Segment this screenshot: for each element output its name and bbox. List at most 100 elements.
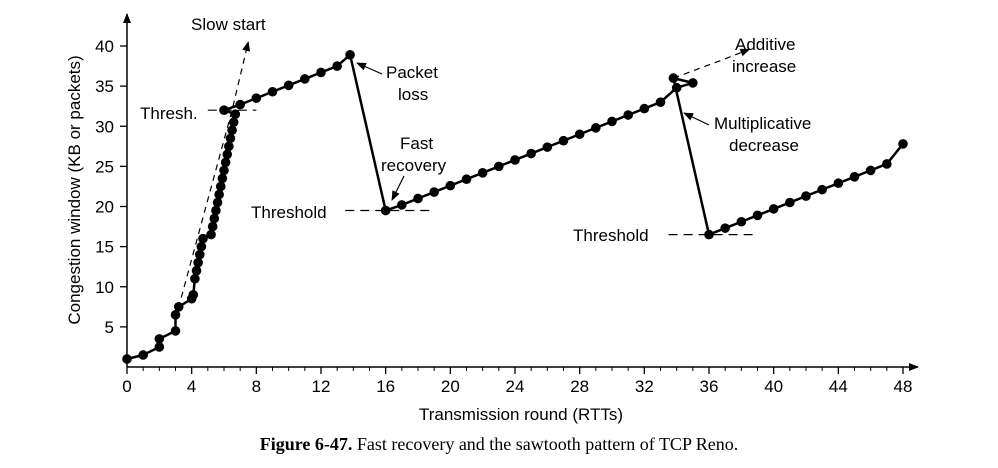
y-tick-label: 25: [95, 157, 114, 176]
annotation-multiplicative-1: Multiplicative: [714, 114, 811, 133]
x-axis-title: Transmission round (RTTs): [419, 405, 623, 424]
x-tick-label: 20: [441, 377, 460, 396]
data-point: [193, 257, 203, 268]
figure-caption: Figure 6-47. Fast recovery and the sawto…: [0, 434, 998, 455]
x-tick-label: 8: [252, 377, 261, 396]
data-point: [138, 350, 148, 360]
annotations: Slow start Thresh. Packet loss Fast reco…: [140, 15, 811, 245]
data-point: [704, 229, 714, 240]
data-point: [235, 99, 245, 110]
data-point: [752, 210, 763, 221]
data-point: [196, 241, 207, 252]
data-point: [194, 249, 205, 260]
slow-start-reference-line: [174, 41, 251, 320]
data-point: [494, 161, 504, 172]
data-point: [154, 342, 165, 352]
data-point: [332, 61, 342, 71]
x-tick-label: 32: [635, 377, 654, 396]
data-point: [220, 157, 231, 168]
x-tick-label: 24: [506, 377, 525, 396]
x-tick-label: 48: [894, 377, 913, 396]
data-point: [214, 189, 224, 200]
data-point: [445, 180, 456, 191]
x-tick-label: 16: [376, 377, 395, 396]
x-ticks: 0 4 8 12 16 20 24 28 32 36 40 44 48: [122, 367, 912, 396]
x-tick-label: 4: [187, 377, 196, 396]
y-tick-label: 5: [105, 318, 114, 337]
data-point: [607, 116, 617, 127]
data-point: [211, 205, 221, 216]
y-tick-label: 40: [95, 37, 114, 56]
data-point: [190, 273, 200, 284]
data-point: [219, 105, 229, 115]
data-point: [668, 73, 679, 83]
data-point: [898, 139, 908, 149]
data-point: [882, 159, 892, 169]
data-point: [198, 233, 208, 244]
y-tick-label: 20: [95, 198, 114, 217]
figure-caption-text: Fast recovery and the sawtooth pattern o…: [356, 434, 739, 454]
data-point: [380, 205, 391, 216]
data-point: [219, 165, 229, 176]
data-point: [849, 172, 860, 182]
data-point: [345, 50, 355, 60]
reference-lines: [174, 41, 758, 320]
annotation-threshold-b: Threshold: [573, 226, 649, 245]
data-point: [736, 216, 747, 227]
data-point: [215, 181, 226, 192]
figure-number: Figure 6-47.: [259, 434, 353, 454]
annotation-multiplicative-2: decrease: [729, 136, 799, 155]
data-point: [170, 310, 181, 320]
y-tick-label: 10: [95, 278, 114, 297]
annotation-packet-loss-2: loss: [398, 85, 428, 104]
data-point: [283, 80, 294, 91]
x-tick-label: 44: [829, 377, 848, 396]
data-point: [397, 200, 407, 210]
data-point: [558, 135, 569, 146]
data-point: [227, 125, 237, 136]
annotation-threshold-a: Threshold: [251, 203, 327, 222]
data-point: [655, 97, 666, 107]
arrow-multiplicative: [683, 112, 710, 126]
data-point: [720, 223, 730, 233]
data-point: [801, 191, 811, 201]
annotation-fast-recovery-2: recovery: [381, 156, 447, 175]
y-tick-label: 15: [95, 238, 114, 257]
x-tick-label: 40: [764, 377, 783, 396]
annotation-thresh: Thresh.: [140, 104, 198, 123]
cwnd-points: [122, 50, 908, 364]
data-point: [300, 74, 310, 84]
data-point: [188, 289, 199, 300]
data-point: [833, 178, 844, 189]
data-point: [817, 184, 827, 195]
data-point: [688, 78, 698, 88]
data-point: [230, 109, 241, 120]
x-tick-label: 12: [312, 377, 331, 396]
x-tick-label: 28: [570, 377, 589, 396]
data-point: [785, 197, 795, 208]
y-tick-label: 30: [95, 117, 114, 136]
annotation-additive-1: Additive: [735, 35, 795, 54]
y-axis-title: Congestion window (KB or packets): [65, 55, 84, 324]
data-point: [461, 174, 472, 185]
data-point: [251, 93, 262, 103]
data-point: [413, 193, 423, 204]
data-point: [542, 142, 553, 152]
y-ticks: 5 10 15 20 25 30 35 40: [95, 37, 127, 337]
data-point: [212, 197, 223, 208]
data-point: [222, 149, 233, 160]
arrow-fast-recovery: [391, 175, 405, 201]
data-point: [209, 213, 220, 224]
annotation-fast-recovery-1: Fast: [400, 134, 433, 153]
sawtooth-chart: 0 4 8 12 16 20 24 28 32 36 40 44 48 510152025303540 …: [65, 13, 919, 424]
cwnd-line: [126, 52, 904, 361]
data-point: [206, 229, 216, 240]
x-tick-label: 0: [122, 377, 131, 396]
data-point: [224, 141, 234, 152]
data-point: [170, 326, 181, 336]
additive-increase-reference-line: [673, 48, 751, 79]
annotation-additive-2: increase: [732, 57, 796, 76]
data-point: [768, 204, 779, 214]
arrow-packet-loss: [356, 62, 383, 75]
data-point: [671, 82, 682, 93]
